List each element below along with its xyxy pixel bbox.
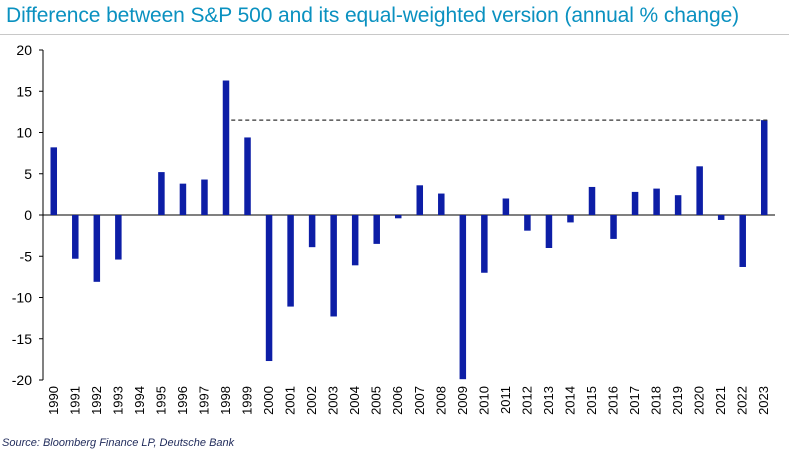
y-tick-label: 20 [16, 42, 32, 58]
x-tick-label: 1991 [67, 386, 82, 415]
y-tick-label: 0 [24, 207, 32, 223]
bar-1996 [179, 183, 187, 215]
chart-title: Difference between S&P 500 and its equal… [6, 4, 740, 27]
x-tick-label: 2004 [347, 386, 362, 415]
y-axis-tick-labels: 20 15 10 5 0 -5 -10 -15 -20 [12, 42, 32, 388]
x-tick-label: 2000 [261, 386, 276, 415]
y-tick-label: 10 [16, 125, 32, 141]
bar-1990 [50, 147, 58, 215]
x-tick-label: 1998 [218, 386, 233, 415]
bar-2019 [674, 195, 682, 215]
x-tick-label: 2019 [670, 386, 685, 415]
x-tick-label: 2009 [455, 386, 470, 415]
x-tick-label: 2017 [627, 386, 642, 415]
bar-2005 [373, 215, 380, 244]
x-tick-label: 2016 [606, 386, 621, 415]
x-axis-tick-labels: 1990 1991 1992 1993 1994 1995 1996 1997 1998 1999… [46, 386, 771, 415]
bar-2021 [717, 215, 725, 220]
x-tick-label: 2008 [433, 386, 448, 415]
y-tick-label: 15 [16, 83, 32, 99]
x-tick-label: 1994 [132, 386, 147, 415]
bar-2018 [653, 188, 660, 215]
bar-2011 [502, 198, 510, 215]
y-tick-label: -20 [12, 372, 32, 388]
x-tick-label: 2006 [390, 386, 405, 415]
source-note: Source: Bloomberg Finance LP, Deutsche B… [2, 437, 235, 449]
x-tick-label: 1996 [175, 386, 190, 415]
bar-1991 [72, 215, 79, 259]
bar-2008 [438, 193, 445, 215]
bar-2022 [739, 215, 746, 267]
x-tick-label: 1999 [240, 386, 255, 415]
bar-1998 [222, 80, 230, 216]
x-tick-label: 2012 [519, 386, 534, 415]
bar-2017 [631, 191, 639, 215]
x-tick-label: 2023 [756, 386, 771, 415]
bar-2014 [567, 215, 574, 223]
bar-2023 [760, 120, 768, 216]
bar-2003 [330, 215, 337, 317]
bar-2004 [351, 215, 359, 266]
bar-2010 [481, 215, 488, 273]
x-tick-label: 2011 [498, 386, 513, 414]
x-tick-label: 1993 [110, 386, 125, 415]
bar-2000 [265, 215, 273, 362]
x-tick-label: 2010 [476, 386, 491, 415]
x-tick-label: 2021 [713, 386, 728, 415]
bar-2016 [610, 215, 617, 239]
x-tick-label: 1995 [153, 386, 168, 415]
bar-2012 [524, 215, 531, 231]
x-tick-label: 2013 [541, 386, 556, 415]
x-tick-label: 2022 [735, 386, 750, 415]
x-tick-label: 1992 [89, 386, 104, 415]
title-divider [0, 34, 789, 35]
y-tick-label: -15 [12, 331, 32, 347]
x-tick-label: 1997 [196, 386, 211, 415]
y-tick-label: -10 [12, 290, 32, 306]
bar-2013 [545, 215, 553, 248]
bar-1993 [115, 215, 122, 260]
x-tick-label: 2007 [412, 386, 427, 415]
bar-1999 [244, 137, 251, 215]
bar-2020 [696, 166, 703, 215]
x-tick-label: 2002 [304, 386, 319, 415]
x-tick-label: 1990 [46, 386, 61, 415]
bars [50, 80, 768, 380]
x-tick-label: 2014 [562, 386, 577, 415]
x-tick-label: 2020 [692, 386, 707, 415]
bar-2007 [416, 185, 424, 215]
x-tick-label: 2003 [326, 386, 341, 415]
bar-1997 [201, 179, 208, 215]
x-tick-label: 2005 [369, 386, 384, 415]
y-tick-label: -5 [20, 248, 33, 264]
x-tick-label: 2001 [283, 386, 298, 415]
bar-2009 [459, 215, 467, 380]
bar-2015 [588, 186, 596, 215]
chart-axes [39, 49, 775, 381]
y-tick-label: 5 [24, 166, 32, 182]
x-tick-label: 2015 [584, 386, 599, 415]
bar-2002 [308, 215, 316, 248]
bar-1995 [158, 172, 165, 215]
x-tick-label: 2018 [649, 386, 664, 415]
bar-2001 [287, 215, 294, 307]
bar-2006 [394, 215, 402, 219]
bar-1992 [93, 215, 101, 282]
